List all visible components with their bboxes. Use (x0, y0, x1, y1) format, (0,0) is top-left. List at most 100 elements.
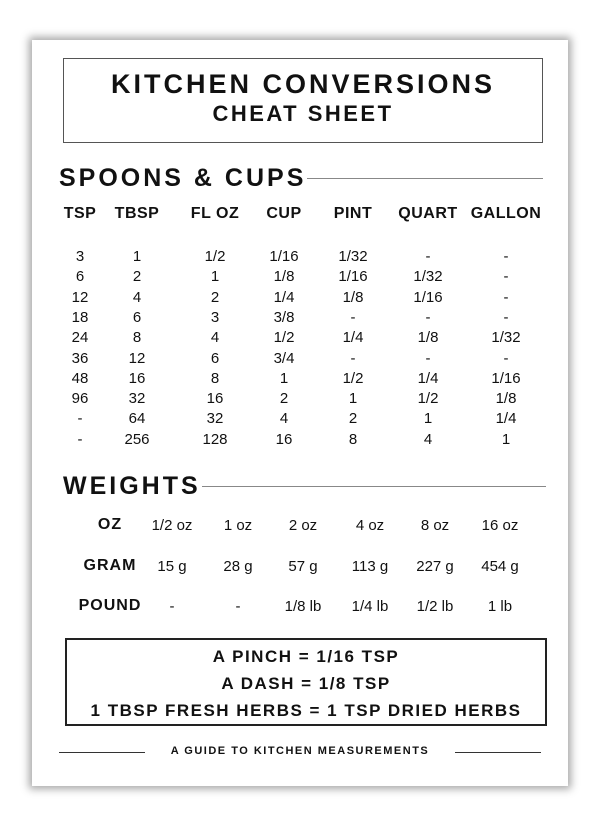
weight-cell: 1 lb (487, 598, 513, 615)
column-header-tbsp: TBSP (114, 205, 160, 222)
table-cell: - (503, 268, 509, 286)
table-cell: 1/32 (413, 268, 443, 286)
weight-row-label: POUND (78, 597, 142, 614)
table-cell: 1/2 (342, 369, 364, 387)
table-cell: - (350, 349, 356, 367)
weight-cell: 113 g (351, 558, 389, 575)
divider (307, 178, 543, 179)
table-cell: 1/4 (495, 410, 517, 428)
notes-box: A PINCH = 1/16 TSP A DASH = 1/8 TSP 1 TB… (65, 638, 547, 726)
table-cell: 32 (128, 390, 146, 408)
table-cell: 1/2 (204, 248, 226, 265)
table-cell: 1/2 (417, 390, 439, 408)
table-cell: 6 (75, 268, 85, 286)
table-cell: - (350, 308, 356, 326)
weight-cell: 8 oz (420, 517, 450, 534)
table-cell: 64 (128, 410, 146, 428)
table-cell: 24 (71, 329, 89, 347)
table-cell: 1/4 (417, 369, 439, 387)
table-cell: 16 (128, 369, 146, 387)
table-cell: 3 (210, 308, 220, 326)
table-cell: - (77, 430, 83, 448)
page-subtitle: CHEAT SHEET (212, 101, 394, 126)
table-cell: 6 (132, 308, 142, 326)
table-cell: 48 (71, 369, 89, 387)
table-cell: 1/16 (269, 248, 299, 265)
weight-cell: 1/8 lb (284, 598, 322, 615)
table-cell: 1/32 (338, 248, 368, 265)
table-cell: 16 (206, 390, 224, 408)
weight-cell: 1/2 lb (416, 598, 454, 615)
table-cell: 1 (501, 430, 511, 448)
footer-rule-right (455, 752, 541, 753)
table-cell: 1/16 (413, 288, 443, 306)
table-cell: - (425, 308, 431, 326)
weight-cell: 2 oz (288, 517, 318, 534)
weight-cell: 15 g (157, 558, 187, 575)
footer-text: A GUIDE TO KITCHEN MEASUREMENTS (170, 745, 430, 757)
weight-cell: 16 oz (481, 517, 519, 534)
table-cell: 1/32 (491, 329, 521, 347)
table-cell: 4 (210, 329, 220, 347)
weight-row-label: GRAM (83, 557, 137, 574)
weight-cell: - (235, 598, 241, 615)
column-header-quart: QUART (398, 205, 458, 222)
table-cell: 8 (348, 430, 358, 448)
table-cell: - (503, 248, 509, 265)
weight-cell: 57 g (288, 558, 318, 575)
column-header-cup: CUP (266, 205, 302, 222)
table-cell: 1 (210, 268, 220, 286)
table-cell: 2 (279, 390, 289, 408)
column-header-pint: PINT (333, 205, 373, 222)
weight-cell: 1/4 lb (351, 598, 389, 615)
divider (202, 486, 546, 487)
table-cell: 4 (132, 288, 142, 306)
table-cell: 36 (71, 349, 89, 367)
title-box: KITCHEN CONVERSIONS CHEAT SHEET (63, 58, 543, 143)
table-cell: 1/16 (491, 369, 521, 387)
weight-cell: 28 g (223, 558, 253, 575)
table-cell: - (425, 248, 431, 265)
table-cell: 4 (423, 430, 433, 448)
table-cell: - (503, 349, 509, 367)
table-cell: - (503, 288, 509, 306)
table-cell: 2 (132, 268, 142, 286)
table-cell: 1 (348, 390, 358, 408)
footer-rule-left (59, 752, 145, 753)
table-cell: 1 (132, 248, 142, 265)
table-cell: 2 (210, 288, 220, 306)
table-cell: 1/8 (417, 329, 439, 347)
table-cell: 1/8 (342, 288, 364, 306)
weight-row-label: OZ (97, 516, 123, 533)
table-cell: 96 (71, 390, 89, 408)
table-cell: 1/4 (273, 288, 295, 306)
cheat-sheet-page: KITCHEN CONVERSIONS CHEAT SHEET SPOONS &… (32, 40, 568, 786)
table-cell: - (77, 410, 83, 428)
weight-cell: 4 oz (355, 517, 385, 534)
table-cell: 4 (279, 410, 289, 428)
table-cell: 6 (210, 349, 220, 367)
table-cell: 8 (210, 369, 220, 387)
table-cell: 1 (279, 369, 289, 387)
note-herbs: 1 TBSP FRESH HERBS = 1 TSP DRIED HERBS (90, 701, 522, 720)
table-cell: - (503, 308, 509, 326)
table-cell: 3/8 (273, 308, 295, 326)
table-cell: 12 (128, 349, 146, 367)
weight-cell: 227 g (416, 558, 454, 575)
table-cell: 3 (75, 248, 85, 265)
weight-cell: - (169, 598, 175, 615)
table-cell: 8 (132, 329, 142, 347)
column-header-gallon: GALLON (470, 205, 542, 222)
table-cell: 18 (71, 308, 89, 326)
table-cell: 2 (348, 410, 358, 428)
note-pinch: A PINCH = 1/16 TSP (212, 647, 400, 666)
note-dash: A DASH = 1/8 TSP (221, 674, 391, 693)
table-cell: 32 (206, 410, 224, 428)
table-cell: 1/4 (342, 329, 364, 347)
table-cell: 1/8 (495, 390, 517, 408)
table-cell: 1/16 (338, 268, 368, 286)
table-cell: 128 (202, 430, 228, 448)
page-title: KITCHEN CONVERSIONS (110, 69, 496, 99)
weight-cell: 1/2 oz (151, 517, 193, 534)
weight-cell: 1 oz (223, 517, 253, 534)
